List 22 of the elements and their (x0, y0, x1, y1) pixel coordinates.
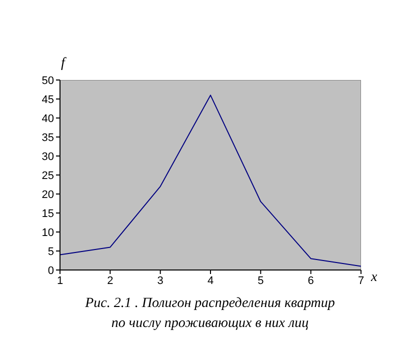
y-tick-label: 15 (42, 208, 54, 220)
x-tick-label: 2 (107, 274, 114, 287)
x-tick-label: 1 (56, 274, 64, 287)
x-tick-label: 5 (258, 274, 264, 287)
y-tick-label: 45 (42, 94, 54, 106)
y-tick-label: 30 (42, 150, 54, 163)
x-tick-label: 3 (157, 274, 164, 287)
y-tick-label: 20 (42, 188, 54, 201)
y-tick-label: 35 (42, 132, 54, 144)
y-axis-title: f (61, 56, 65, 72)
y-tick-label: 40 (42, 112, 54, 125)
line-series (60, 94, 361, 267)
y-tick-label: 25 (42, 170, 54, 182)
x-tick-label: 7 (358, 274, 364, 287)
x-tick-label: 6 (308, 274, 314, 287)
x-tick-label: 4 (207, 274, 214, 287)
y-tick-label: 50 (42, 74, 54, 87)
text: Рис. 2.1 . Полигон распределения квартир по числу проживающих в них лиц (85, 295, 335, 333)
y-tick-label: 0 (48, 264, 54, 277)
y-tick-label: 5 (48, 246, 54, 258)
x-axis-title: x (371, 270, 378, 286)
y-tick-label: 10 (42, 226, 54, 239)
